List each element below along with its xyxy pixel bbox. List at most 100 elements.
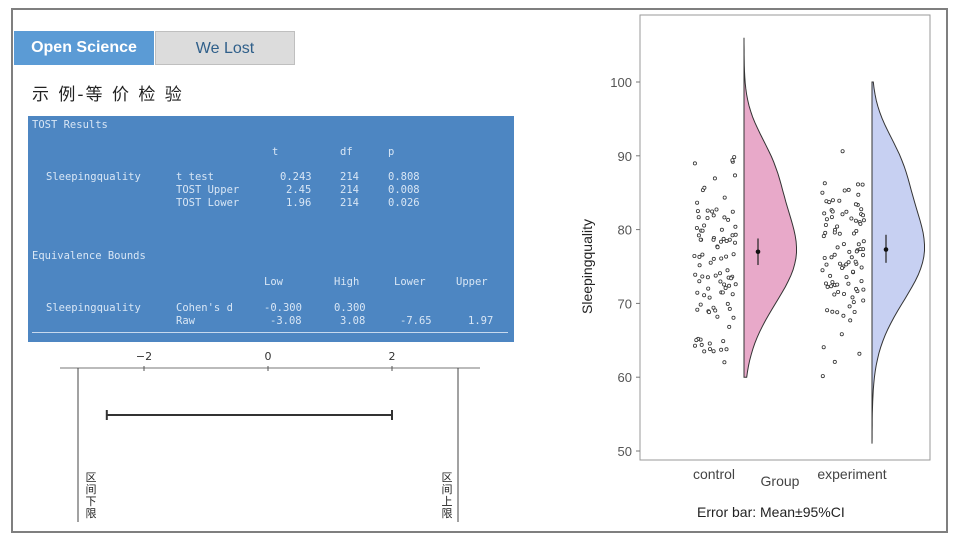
eq-label: Raw (176, 315, 195, 327)
raw-data-point (835, 224, 840, 229)
raw-data-point (727, 306, 732, 311)
raw-data-point (731, 252, 736, 257)
y-tick-label: 60 (618, 370, 632, 385)
raw-data-point (848, 318, 853, 323)
col-p: p (388, 146, 395, 158)
mean-point-experiment (883, 247, 889, 252)
mean-point-control (755, 249, 761, 255)
raw-data-point (841, 242, 846, 247)
raw-data-point (839, 332, 844, 337)
raw-data-point (853, 259, 858, 264)
raw-data-point (692, 253, 697, 258)
raw-data-point (832, 230, 837, 235)
raw-data-point (832, 252, 837, 257)
raw-data-point (846, 260, 851, 265)
slide-frame (11, 8, 948, 533)
tab-we-lost[interactable]: We Lost (155, 31, 295, 65)
raw-data-point (711, 256, 716, 261)
upper-bound-label: 区间上限 (441, 471, 453, 520)
raw-data-point (715, 314, 720, 319)
raw-data-point (860, 213, 865, 218)
col-low: Low (264, 276, 283, 288)
raw-data-point (830, 280, 835, 285)
raw-data-point (856, 192, 861, 197)
raw-data-point (723, 285, 728, 290)
raw-data-point (821, 345, 826, 350)
raw-data-point (726, 217, 731, 222)
raw-data-point (847, 304, 852, 309)
raw-data-point (706, 310, 711, 315)
raw-data-point (700, 274, 705, 279)
raw-data-point (824, 217, 829, 222)
y-tick-label: 90 (618, 149, 632, 164)
raw-data-point (694, 338, 699, 343)
raw-data-point (730, 233, 735, 238)
raw-data-point (844, 209, 849, 214)
raw-data-point (711, 349, 716, 354)
raw-data-point (849, 255, 854, 260)
raw-data-point (725, 268, 730, 273)
raw-data-point (714, 207, 719, 212)
chart-caption: Error bar: Mean±95%CI (697, 504, 845, 520)
raw-data-point (725, 301, 730, 306)
raw-data-point (699, 342, 704, 347)
raw-data-point (696, 215, 701, 220)
raw-data-point (707, 347, 712, 352)
raw-data-point (692, 161, 697, 166)
raw-data-point (727, 283, 732, 288)
raw-data-point (695, 200, 700, 205)
raw-data-point (850, 295, 855, 300)
ci-tick-label: −2 (136, 350, 152, 363)
raw-data-point (825, 284, 830, 289)
raw-data-point (697, 254, 702, 259)
row-t: 0.243 (280, 171, 312, 183)
raw-data-point (712, 176, 717, 181)
x-axis-label: Group (761, 473, 800, 489)
raw-data-point (721, 339, 726, 344)
eq-label: Cohen's d (176, 302, 233, 314)
raw-data-point (861, 218, 866, 223)
raw-data-point (821, 234, 826, 239)
raw-data-point (844, 275, 849, 280)
row-df: 214 (340, 197, 359, 209)
raw-data-point (859, 207, 864, 212)
raw-data-point (727, 237, 732, 242)
density-cloud-control (743, 37, 797, 378)
row-p: 0.808 (388, 171, 420, 183)
raw-data-point (693, 272, 698, 277)
tab-open-science[interactable]: Open Science (14, 31, 154, 65)
raw-data-point (827, 200, 832, 205)
raw-data-point (724, 347, 729, 352)
raw-data-point (835, 310, 840, 315)
page-subtitle: 示 例-等 价 检 验 (32, 85, 184, 105)
eq-high: 0.300 (334, 302, 366, 314)
table-rule (32, 332, 508, 333)
raw-data-point (829, 215, 834, 220)
raw-data-point (713, 273, 718, 278)
raw-data-point (846, 281, 851, 286)
raw-data-point (708, 260, 713, 265)
raw-data-point (859, 265, 864, 270)
eq-lower: -7.65 (400, 315, 432, 327)
raw-data-point (837, 261, 842, 266)
raw-data-point (837, 231, 842, 236)
raw-data-point (853, 202, 858, 207)
raw-data-point (823, 281, 828, 286)
raw-data-point (713, 308, 718, 313)
raw-data-point (861, 298, 866, 303)
raw-data-point (823, 222, 828, 227)
raw-data-point (697, 279, 702, 284)
raw-data-point (849, 216, 854, 221)
ci-plot: −2 0 2 (60, 350, 480, 522)
raw-data-point (711, 213, 716, 218)
raw-data-point (698, 237, 703, 242)
raw-data-point (695, 209, 700, 214)
raw-data-point (829, 255, 834, 260)
raw-data-point (711, 305, 716, 310)
raw-data-point (705, 215, 710, 220)
raw-data-point (733, 224, 738, 229)
raw-data-point (722, 215, 727, 220)
raw-data-point (847, 249, 852, 254)
raw-data-point (820, 190, 825, 195)
row-t: 1.96 (286, 197, 312, 209)
